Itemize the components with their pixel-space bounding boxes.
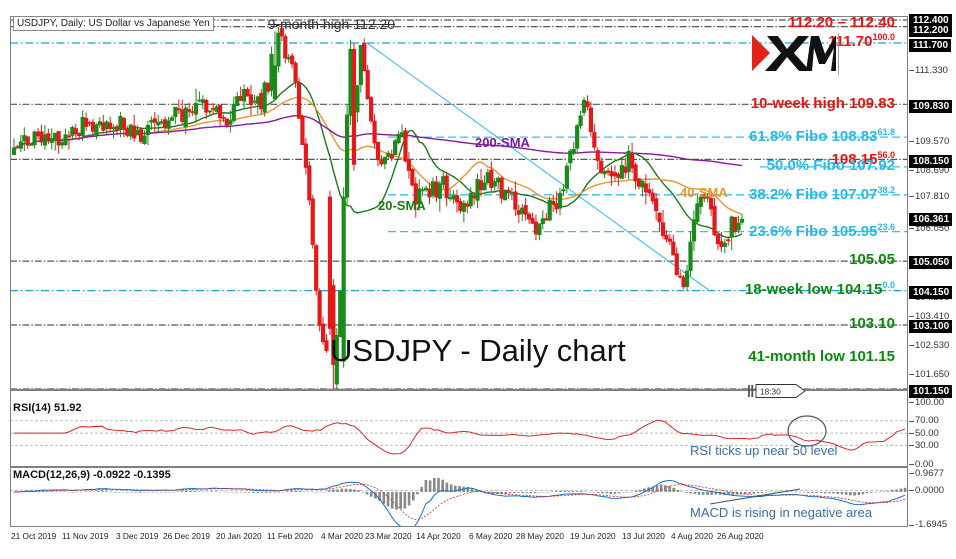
svg-text:18:30: 18:30 (760, 387, 781, 397)
